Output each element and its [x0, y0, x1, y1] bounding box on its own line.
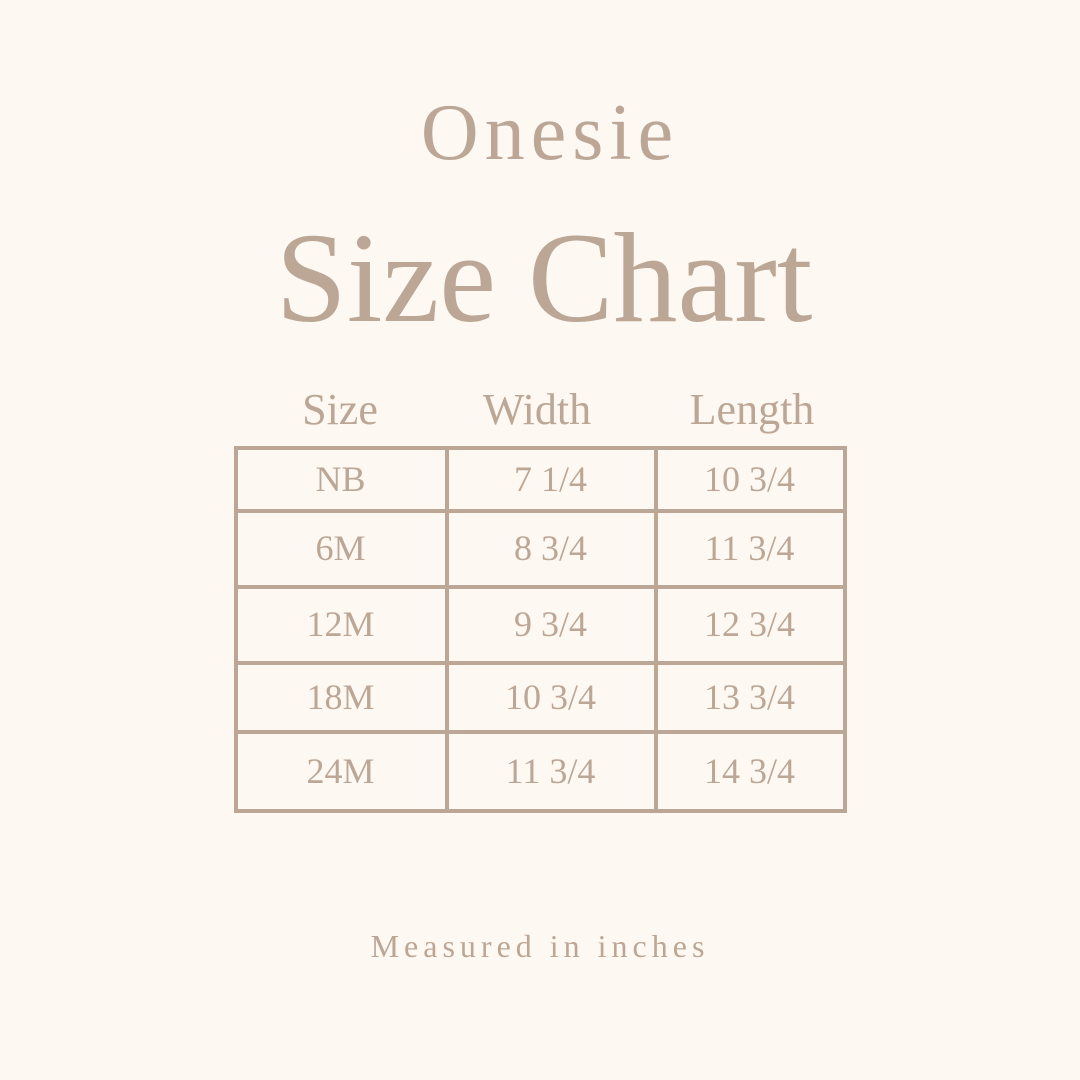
- table-row-divider: [235, 585, 845, 589]
- table-row-divider: [235, 730, 845, 734]
- table-column-divider: [843, 446, 847, 813]
- table-cell: 7 1/4: [513, 458, 587, 499]
- table-cell: 12 3/4: [703, 604, 795, 644]
- table-row-divider: [235, 661, 845, 665]
- column-header-width: Width: [482, 385, 592, 434]
- table-column-divider: [234, 446, 238, 813]
- table-cell: 8 3/4: [513, 528, 587, 568]
- page-title: Size Chart: [275, 207, 813, 349]
- table-row-divider: [235, 509, 845, 513]
- table-cell: 10 3/4: [703, 458, 795, 499]
- table-row-divider: [235, 809, 845, 813]
- column-header-size: Size: [302, 385, 378, 434]
- table-cell: 6M: [315, 528, 366, 568]
- table-cell: 24M: [306, 750, 375, 791]
- footnote: Measured in inches: [370, 928, 710, 964]
- column-header-length: Length: [689, 385, 815, 434]
- table-cell: 12M: [306, 604, 375, 644]
- table-cell: 14 3/4: [703, 750, 795, 791]
- table-row-divider: [235, 446, 845, 450]
- subtitle: Onesie: [420, 89, 680, 177]
- table-cell: 18M: [306, 676, 375, 717]
- table-cell: 10 3/4: [504, 676, 596, 717]
- table-column-divider: [445, 446, 449, 813]
- table-cell: NB: [315, 458, 366, 499]
- table-cell: 9 3/4: [513, 604, 587, 644]
- table-cell: 13 3/4: [703, 676, 795, 717]
- table-cell: 11 3/4: [505, 750, 596, 791]
- table-cell: 11 3/4: [704, 528, 795, 568]
- table-column-divider: [654, 446, 658, 813]
